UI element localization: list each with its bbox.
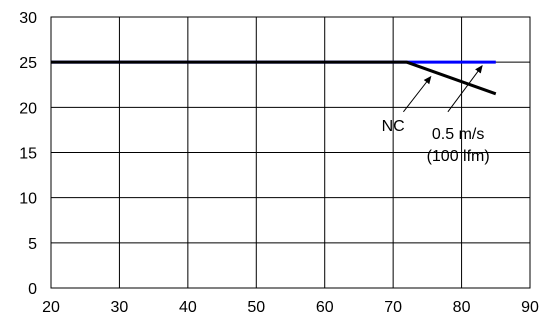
annotation-arrow-1 [403,75,432,113]
x-tick-label: 80 [453,299,471,316]
x-tick-label: 70 [384,299,402,316]
x-tick-label: 90 [521,299,539,316]
x-tick-label: 30 [111,299,129,316]
x-tick-label: 50 [247,299,265,316]
y-tick-label: 10 [19,191,37,208]
y-tick-label: 30 [19,10,37,27]
annotations: NC 0.5 m/s (100 lfm) [382,64,490,165]
y-tick-label: 25 [19,55,37,72]
annotation-label-2: (100 lfm) [427,148,490,165]
x-tick-label: 60 [316,299,334,316]
x-tick-label: 40 [179,299,197,316]
annotation-label-2: 0.5 m/s [432,126,484,143]
series-line-2 [51,60,497,96]
annotation-label-1: NC [382,118,405,135]
plot-frame [50,16,531,289]
y-tick-label: 5 [28,236,37,253]
tick-labels: 20 30 40 50 60 70 80 90 0 5 10 15 20 25 30 [19,10,539,316]
annotation-arrow-2 [447,64,483,113]
x-tick-label: 20 [42,299,60,316]
y-tick-label: 15 [19,146,37,163]
series-lines [51,60,497,96]
y-tick-label: 0 [28,281,37,298]
y-tick-label: 20 [19,100,37,117]
